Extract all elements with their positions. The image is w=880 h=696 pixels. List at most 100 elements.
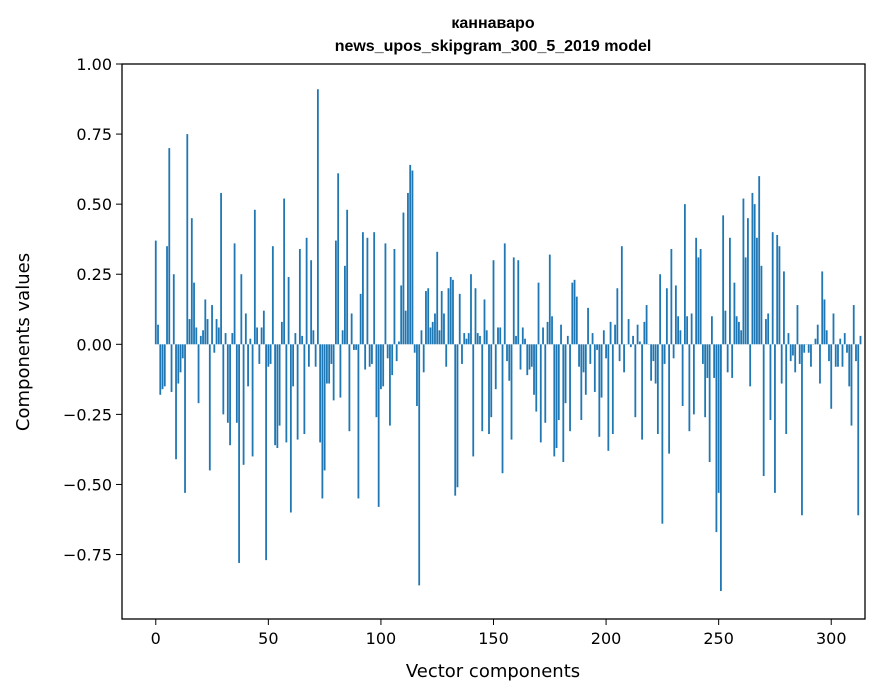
bar-32 bbox=[226, 344, 229, 423]
bar-45 bbox=[256, 327, 258, 345]
bar-286 bbox=[798, 344, 801, 364]
bar-86 bbox=[348, 344, 351, 432]
bars-group bbox=[154, 89, 862, 591]
bar-198 bbox=[600, 344, 603, 398]
bar-81 bbox=[337, 173, 340, 345]
bar-7 bbox=[170, 344, 173, 392]
y-tick-label: −0.25 bbox=[63, 405, 112, 424]
bar-102 bbox=[384, 243, 387, 345]
bar-259 bbox=[738, 321, 740, 345]
bar-16 bbox=[190, 218, 193, 345]
bar-92 bbox=[362, 232, 364, 345]
bar-72 bbox=[316, 89, 319, 345]
bar-301 bbox=[832, 313, 835, 345]
bar-171 bbox=[539, 344, 542, 443]
bar-113 bbox=[409, 164, 412, 345]
x-tick-label: 50 bbox=[258, 629, 278, 648]
bar-190 bbox=[582, 344, 585, 373]
bar-184 bbox=[569, 344, 571, 432]
bar-121 bbox=[427, 288, 430, 345]
y-tick-label: 1.00 bbox=[76, 55, 112, 74]
bar-310 bbox=[852, 305, 855, 345]
bar-312 bbox=[857, 344, 860, 516]
bar-3 bbox=[161, 344, 164, 390]
bar-89 bbox=[355, 344, 358, 350]
bar-23 bbox=[206, 319, 209, 345]
bar-154 bbox=[501, 344, 504, 474]
bar-10 bbox=[177, 344, 180, 384]
bar-246 bbox=[708, 344, 711, 463]
bar-294 bbox=[816, 324, 819, 345]
bar-210 bbox=[627, 319, 630, 345]
bar-99 bbox=[377, 344, 380, 507]
y-tick-label: 0.50 bbox=[76, 195, 112, 214]
bar-137 bbox=[463, 333, 466, 345]
bar-170 bbox=[537, 282, 540, 345]
bar-231 bbox=[674, 285, 677, 345]
bar-123 bbox=[431, 321, 434, 345]
bar-288 bbox=[803, 344, 806, 353]
bar-141 bbox=[472, 344, 475, 457]
bar-33 bbox=[229, 344, 231, 446]
x-axis-ticks: 0 50 100 150 200 250 300 bbox=[151, 619, 847, 648]
bar-278 bbox=[780, 344, 783, 384]
bar-57 bbox=[283, 198, 286, 345]
bar-252 bbox=[722, 215, 725, 345]
bar-221 bbox=[652, 344, 655, 362]
bar-290 bbox=[807, 344, 810, 353]
bar-192 bbox=[587, 307, 589, 345]
bar-251 bbox=[720, 344, 722, 591]
bar-311 bbox=[855, 344, 857, 362]
bar-98 bbox=[375, 344, 378, 418]
bar-243 bbox=[701, 344, 704, 364]
bar-128 bbox=[443, 313, 445, 345]
x-tick-label: 250 bbox=[703, 629, 734, 648]
bar-284 bbox=[794, 344, 797, 373]
bar-297 bbox=[823, 299, 826, 345]
bar-59 bbox=[287, 277, 290, 345]
bar-80 bbox=[334, 240, 337, 345]
bar-77 bbox=[328, 344, 331, 384]
bar-147 bbox=[485, 330, 488, 345]
bar-52 bbox=[271, 246, 274, 345]
bar-145 bbox=[481, 344, 484, 432]
bar-67 bbox=[305, 237, 308, 345]
bar-212 bbox=[632, 335, 634, 345]
bar-304 bbox=[839, 338, 842, 345]
bar-43 bbox=[251, 344, 254, 457]
bar-131 bbox=[449, 277, 452, 345]
bar-161 bbox=[517, 260, 520, 345]
bar-244 bbox=[704, 344, 707, 418]
bar-111 bbox=[404, 310, 407, 345]
bar-105 bbox=[391, 344, 394, 376]
bar-148 bbox=[488, 344, 490, 434]
bar-40 bbox=[244, 313, 247, 345]
bar-164 bbox=[524, 338, 526, 345]
bar-226 bbox=[663, 344, 666, 364]
bar-302 bbox=[834, 344, 837, 367]
bar-162 bbox=[519, 344, 522, 370]
bar-225 bbox=[661, 344, 664, 524]
bar-143 bbox=[476, 333, 479, 345]
bar-73 bbox=[319, 344, 322, 443]
bar-129 bbox=[445, 344, 448, 367]
bar-106 bbox=[393, 249, 396, 345]
bar-74 bbox=[321, 344, 324, 499]
bar-281 bbox=[787, 333, 790, 345]
bar-97 bbox=[373, 232, 376, 345]
bar-205 bbox=[616, 288, 619, 345]
bar-75 bbox=[323, 344, 326, 471]
bar-95 bbox=[368, 344, 371, 367]
bar-227 bbox=[665, 288, 668, 345]
bar-213 bbox=[634, 344, 637, 418]
bar-189 bbox=[580, 344, 583, 420]
bar-100 bbox=[380, 344, 382, 390]
bar-110 bbox=[402, 212, 405, 345]
bar-305 bbox=[841, 344, 844, 367]
bar-195 bbox=[593, 344, 596, 392]
bar-96 bbox=[371, 344, 373, 364]
bar-31 bbox=[224, 333, 227, 345]
bar-242 bbox=[699, 249, 702, 345]
bar-36 bbox=[235, 344, 238, 423]
bar-12 bbox=[181, 344, 184, 359]
